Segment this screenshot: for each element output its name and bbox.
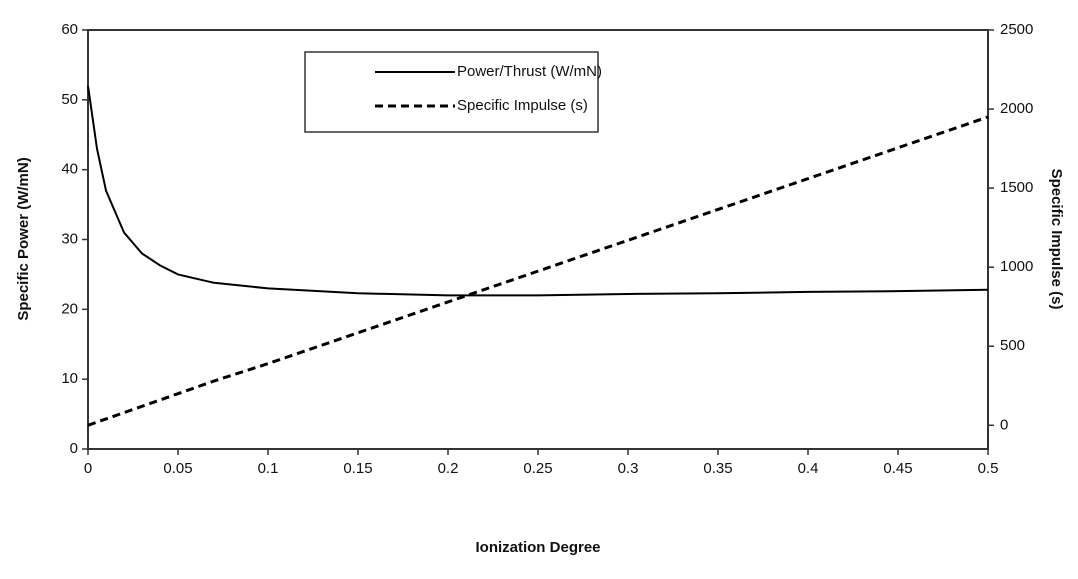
y2-tick-label: 1000 bbox=[1000, 258, 1033, 275]
y2-axis-title: Specific Impulse (s) bbox=[1048, 169, 1065, 310]
legend-label: Power/Thrust (W/mN) bbox=[457, 63, 602, 80]
x-tick-label: 0.3 bbox=[618, 460, 639, 477]
x-tick-label: 0.25 bbox=[523, 460, 552, 477]
legend: Power/Thrust (W/mN) Specific Impulse (s) bbox=[304, 51, 602, 133]
y2-tick-label: 2000 bbox=[1000, 100, 1033, 117]
legend-label: Specific Impulse (s) bbox=[457, 97, 588, 114]
y-tick-label: 50 bbox=[61, 91, 78, 108]
x-tick-label: 0.35 bbox=[703, 460, 732, 477]
legend-box bbox=[304, 51, 599, 133]
x-tick-label: 0.4 bbox=[798, 460, 819, 477]
y-tick-label: 0 bbox=[70, 440, 78, 457]
x-axis-title: Ionization Degree bbox=[475, 539, 600, 556]
y-tick-label: 30 bbox=[61, 230, 78, 247]
x-tick-label: 0.1 bbox=[258, 460, 279, 477]
x-tick-label: 0.45 bbox=[883, 460, 912, 477]
x-tick-label: 0.15 bbox=[343, 460, 372, 477]
x-tick-label: 0.2 bbox=[438, 460, 459, 477]
y-axis-title: Specific Power (W/mN) bbox=[15, 157, 32, 320]
y-tick-label: 20 bbox=[61, 300, 78, 317]
y-tick-label: 40 bbox=[61, 161, 78, 178]
x-tick-label: 0 bbox=[84, 460, 92, 477]
y2-tick-label: 500 bbox=[1000, 337, 1025, 354]
line-series bbox=[87, 115, 989, 427]
y-tick-label: 10 bbox=[61, 370, 78, 387]
x-tick-label: 0.5 bbox=[978, 460, 999, 477]
y2-tick-label: 1500 bbox=[1000, 179, 1033, 196]
y-tick-label: 60 bbox=[61, 21, 78, 38]
line-series bbox=[87, 85, 989, 297]
y2-tick-label: 0 bbox=[1000, 416, 1008, 433]
x-tick-label: 0.05 bbox=[163, 460, 192, 477]
y2-tick-label: 2500 bbox=[1000, 21, 1033, 38]
